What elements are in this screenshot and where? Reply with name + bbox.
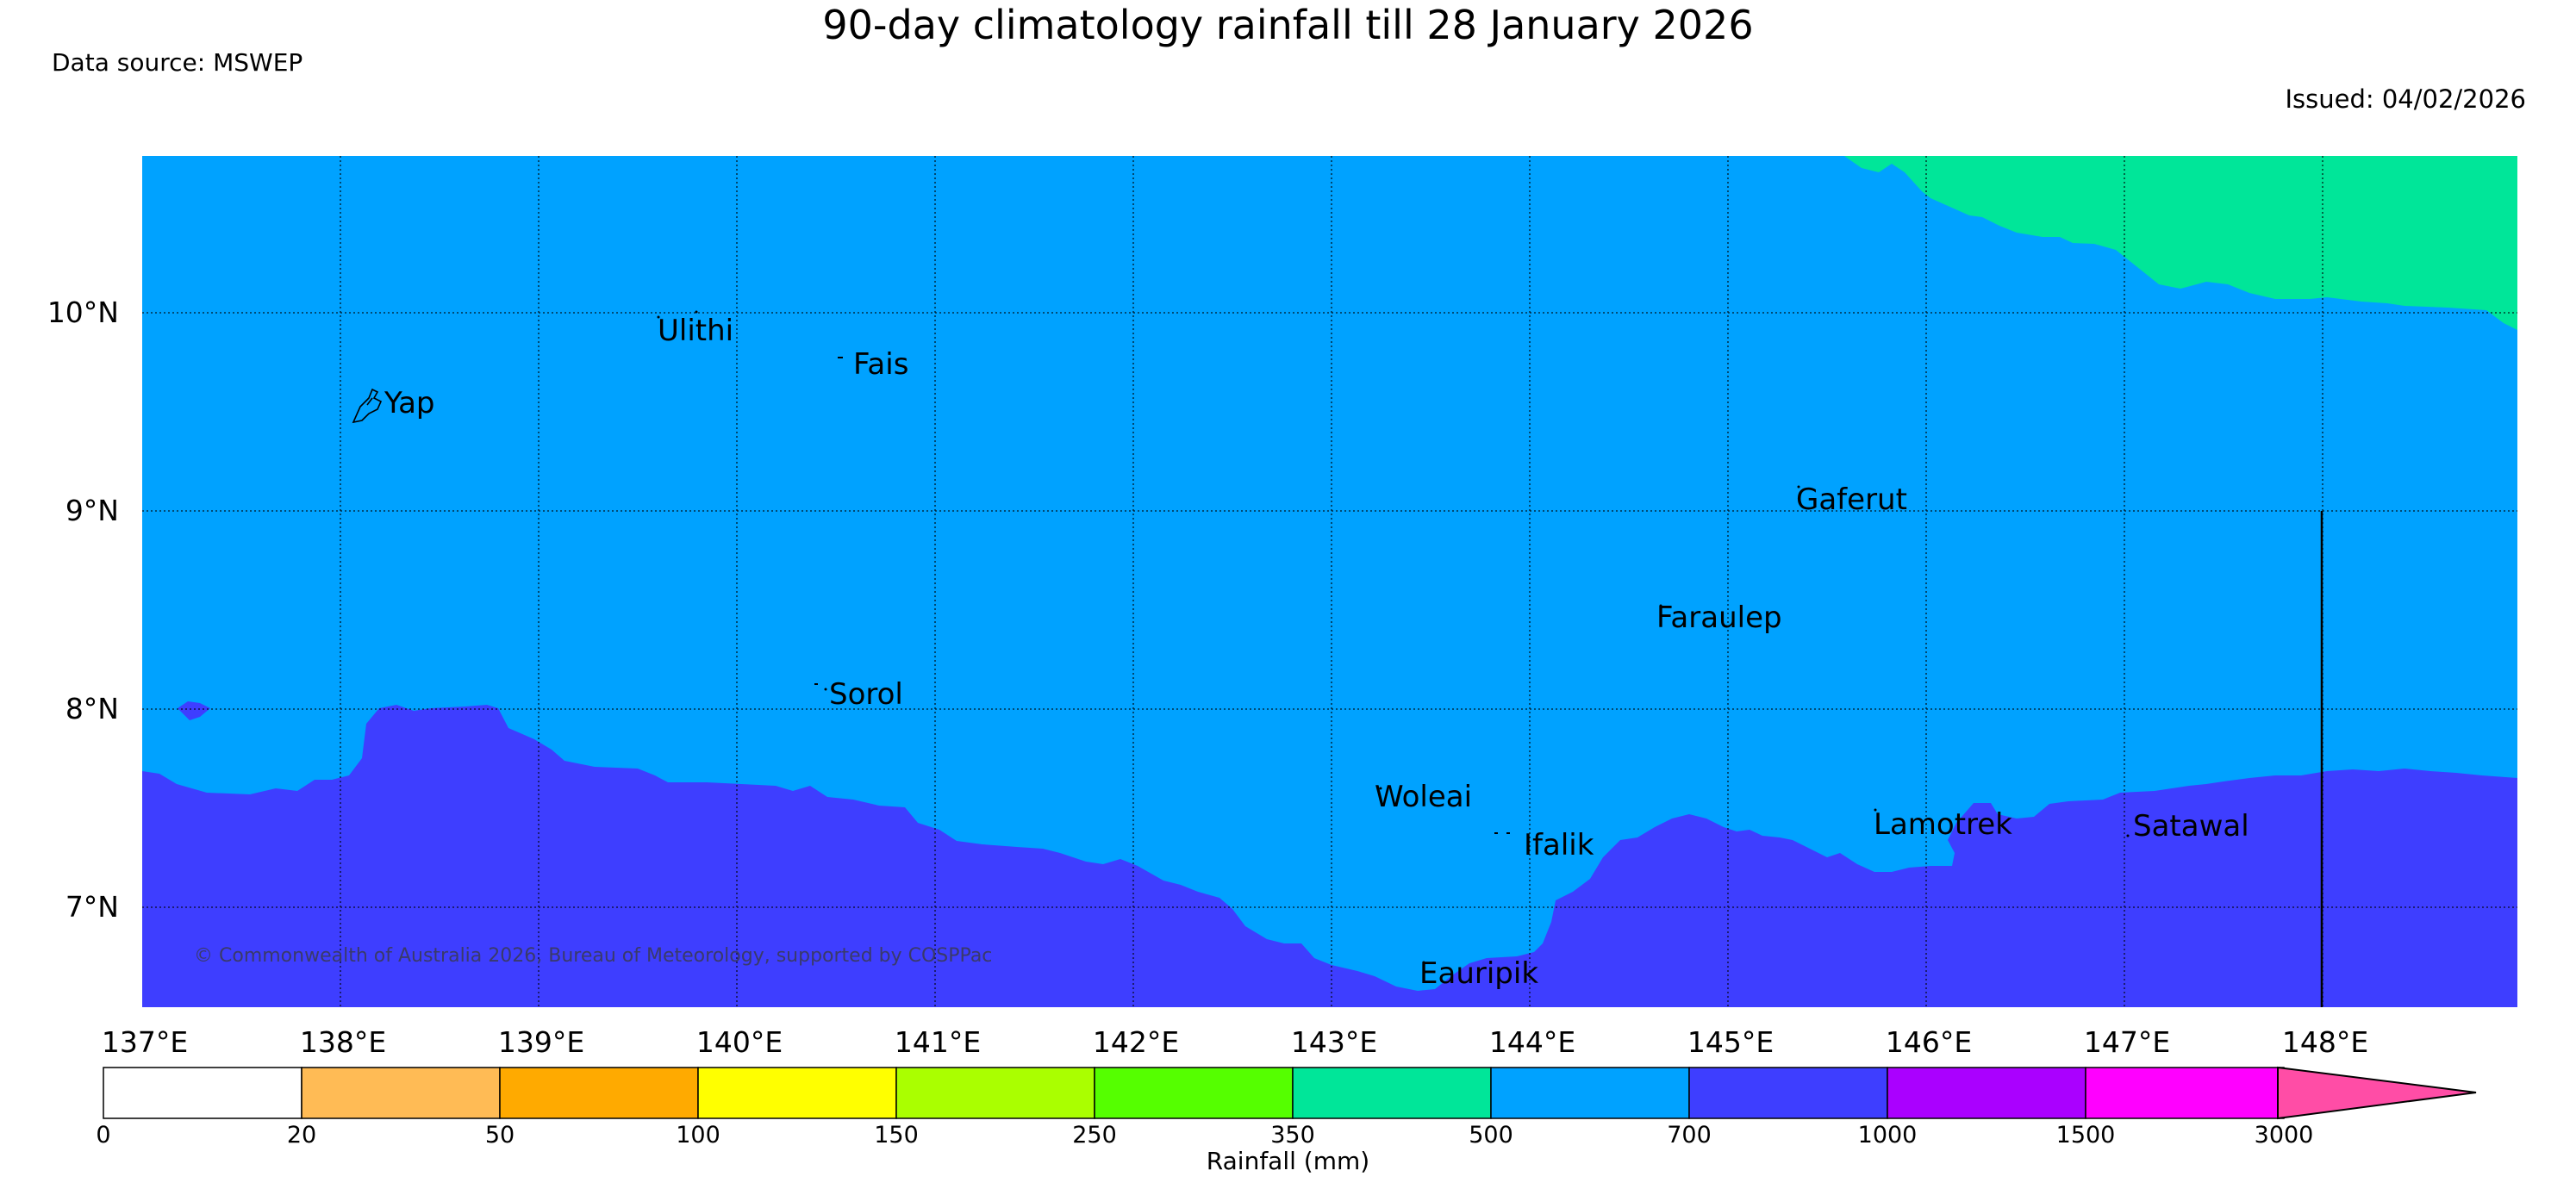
place-label-woleai: Woleai [1375, 780, 1473, 814]
place-label-eauripik: Eauripik [1419, 956, 1539, 991]
island-markers [352, 388, 383, 424]
copyright-notice: © Commonwealth of Australia 2026, Bureau… [194, 945, 993, 967]
place-label-satawal: Satawal [2133, 809, 2249, 844]
lon-label-144e: 144°E [1488, 1025, 1576, 1059]
lat-label-7n: 7°N [65, 890, 119, 924]
lon-label-145e: 145°E [1687, 1025, 1775, 1059]
colorbar-tick-100: 100 [676, 1122, 720, 1149]
place-label-fais: Fais [853, 347, 909, 382]
colorbar-segment-20-50 [301, 1067, 501, 1119]
colorbar-segment-1000-1500 [1887, 1067, 2086, 1119]
rainfall-500-700-region [1831, 156, 2517, 330]
lon-label-148e: 148°E [2281, 1025, 2369, 1059]
colorbar-tick-1500: 1500 [2055, 1122, 2116, 1149]
gridlines [142, 156, 2517, 1007]
colorbar-segment-1500-3000 [2085, 1067, 2285, 1119]
lon-label-137e: 137°E [101, 1025, 189, 1059]
colorbar-segment-50-100 [499, 1067, 699, 1119]
lon-label-147e: 147°E [2083, 1025, 2171, 1059]
lon-label-139e: 139°E [497, 1025, 585, 1059]
yap-island-outline [352, 388, 383, 424]
lon-label-141e: 141°E [894, 1025, 982, 1059]
lat-label-10n: 10°N [47, 296, 119, 329]
colorbar-segment-0-20 [103, 1067, 303, 1119]
place-label-ifalik: Ifalik [1524, 828, 1594, 862]
colorbar-tick-350: 350 [1270, 1122, 1315, 1149]
colorbar-segment-250-350 [1094, 1067, 1294, 1119]
lon-label-143e: 143°E [1290, 1025, 1378, 1059]
colorbar-segment-350-500 [1292, 1067, 1492, 1119]
colorbar-tick-250: 250 [1072, 1122, 1117, 1149]
rainfall-1000-1500-blob [178, 701, 210, 720]
colorbar-tick-20: 20 [286, 1122, 317, 1149]
data-source: Data source: MSWEP [52, 48, 303, 77]
colorbar-tick-0: 0 [96, 1122, 111, 1149]
colorbar-extend-arrow [2277, 1066, 2477, 1120]
atoll-dots [657, 310, 2130, 964]
lon-label-138e: 138°E [299, 1025, 387, 1059]
colorbar-tick-50: 50 [484, 1122, 515, 1149]
lon-label-142e: 142°E [1092, 1025, 1180, 1059]
colorbar [103, 1067, 2285, 1119]
colorbar-segment-700-1000 [1688, 1067, 1888, 1119]
colorbar-tick-700: 700 [1667, 1122, 1712, 1149]
rainfall-1000-1500-region [142, 705, 2517, 1007]
place-label-lamotrek: Lamotrek [1874, 807, 2012, 842]
colorbar-tick-150: 150 [874, 1122, 919, 1149]
lon-label-146e: 146°E [1885, 1025, 1973, 1059]
map-title: 90-day climatology rainfall till 28 Janu… [822, 2, 1754, 48]
place-label-ulithi: Ulithi [658, 314, 734, 348]
colorbar-tick-1000: 1000 [1857, 1122, 1918, 1149]
colorbar-segment-500-700 [1490, 1067, 1690, 1119]
lat-label-9n: 9°N [65, 494, 119, 527]
colorbar-segment-100-150 [697, 1067, 897, 1119]
place-label-faraulep: Faraulep [1656, 601, 1782, 635]
colorbar-tick-3000: 3000 [2254, 1122, 2314, 1149]
colorbar-tick-500: 500 [1469, 1122, 1513, 1149]
issued-date: Issued: 04/02/2026 [2285, 84, 2526, 114]
colorbar-segment-150-250 [895, 1067, 1095, 1119]
place-label-gaferut: Gaferut [1796, 482, 1907, 517]
lon-label-140e: 140°E [695, 1025, 783, 1059]
place-label-sorol: Sorol [829, 677, 903, 712]
colorbar-title: Rainfall (mm) [1206, 1147, 1370, 1175]
place-label-yap: Yap [384, 386, 435, 420]
lat-label-8n: 8°N [65, 692, 119, 725]
